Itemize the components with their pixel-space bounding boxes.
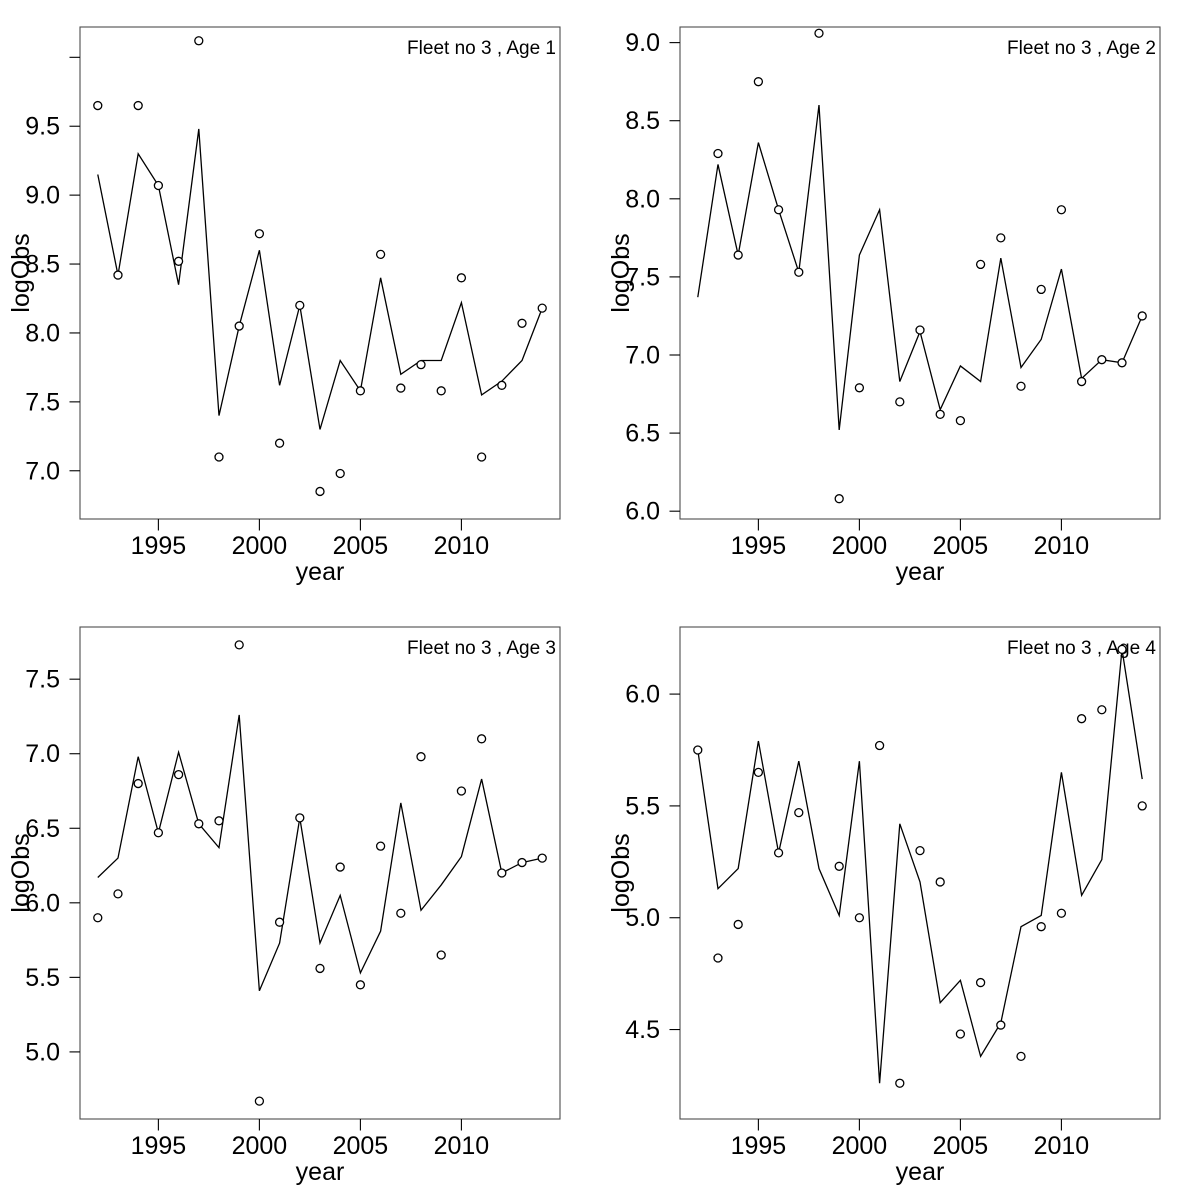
svg-text:8.0: 8.0	[25, 319, 60, 347]
svg-text:2005: 2005	[933, 532, 989, 560]
svg-text:7.0: 7.0	[25, 740, 60, 768]
svg-text:logObs: logObs	[7, 833, 35, 912]
svg-text:5.5: 5.5	[625, 792, 660, 820]
svg-text:year: year	[896, 558, 945, 586]
svg-text:Fleet no 3 , Age 1: Fleet no 3 , Age 1	[407, 38, 556, 59]
svg-text:1995: 1995	[731, 1132, 787, 1160]
svg-text:1995: 1995	[731, 532, 787, 560]
svg-text:2010: 2010	[1034, 1132, 1090, 1160]
svg-text:6.0: 6.0	[625, 681, 660, 709]
svg-text:2010: 2010	[434, 1132, 490, 1160]
svg-text:2010: 2010	[434, 532, 490, 560]
svg-text:5.0: 5.0	[25, 1038, 60, 1066]
svg-text:year: year	[896, 1158, 945, 1186]
svg-text:4.5: 4.5	[625, 1016, 660, 1044]
svg-text:2000: 2000	[232, 532, 288, 560]
svg-text:6.5: 6.5	[625, 420, 660, 448]
svg-text:Fleet no 3 , Age 3: Fleet no 3 , Age 3	[407, 638, 556, 659]
svg-text:2005: 2005	[933, 1132, 989, 1160]
svg-text:9.0: 9.0	[25, 182, 60, 210]
svg-text:9.0: 9.0	[625, 29, 660, 57]
svg-text:logObs: logObs	[607, 233, 635, 312]
svg-text:year: year	[296, 1158, 345, 1186]
svg-text:7.5: 7.5	[25, 388, 60, 416]
svg-text:1995: 1995	[131, 1132, 187, 1160]
svg-text:Fleet no 3 , Age 4: Fleet no 3 , Age 4	[1007, 638, 1156, 659]
svg-text:2005: 2005	[333, 1132, 389, 1160]
svg-text:5.5: 5.5	[25, 964, 60, 992]
svg-text:2000: 2000	[832, 532, 888, 560]
svg-text:logObs: logObs	[7, 233, 35, 312]
svg-text:7.0: 7.0	[25, 457, 60, 485]
svg-text:1995: 1995	[131, 532, 187, 560]
svg-text:2010: 2010	[1034, 532, 1090, 560]
svg-text:logObs: logObs	[607, 833, 635, 912]
svg-text:6.0: 6.0	[625, 498, 660, 526]
svg-text:7.5: 7.5	[25, 666, 60, 694]
svg-text:2000: 2000	[832, 1132, 888, 1160]
svg-text:2005: 2005	[333, 532, 389, 560]
svg-text:8.5: 8.5	[625, 107, 660, 135]
svg-text:2000: 2000	[232, 1132, 288, 1160]
svg-text:7.0: 7.0	[625, 342, 660, 370]
svg-text:8.0: 8.0	[625, 185, 660, 213]
svg-text:9.5: 9.5	[25, 113, 60, 141]
svg-text:Fleet no 3 , Age 2: Fleet no 3 , Age 2	[1007, 38, 1156, 59]
svg-text:year: year	[296, 558, 345, 586]
